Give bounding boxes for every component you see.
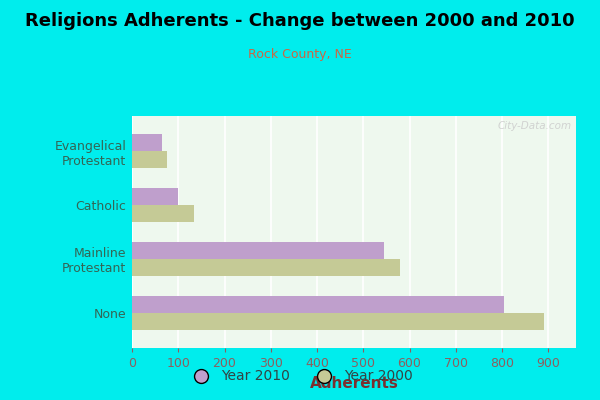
Text: Rock County, NE: Rock County, NE bbox=[248, 48, 352, 61]
Bar bbox=[132, 296, 505, 313]
Bar bbox=[132, 134, 162, 151]
Text: Religions Adherents - Change between 2000 and 2010: Religions Adherents - Change between 200… bbox=[25, 12, 575, 30]
Bar bbox=[132, 188, 178, 205]
X-axis label: Adherents: Adherents bbox=[310, 376, 398, 390]
Text: City-Data.com: City-Data.com bbox=[497, 121, 572, 131]
Bar bbox=[132, 242, 384, 259]
Legend: Year 2010, Year 2000: Year 2010, Year 2000 bbox=[182, 364, 418, 389]
Bar bbox=[132, 151, 167, 168]
Bar bbox=[132, 313, 544, 330]
Bar bbox=[132, 259, 400, 276]
Bar bbox=[132, 205, 194, 222]
